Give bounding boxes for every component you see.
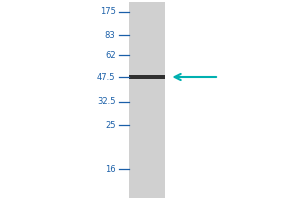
Text: 25: 25 xyxy=(105,120,116,130)
Bar xyxy=(129,75,165,79)
Text: 62: 62 xyxy=(105,50,116,60)
Text: 32.5: 32.5 xyxy=(97,98,116,106)
Bar xyxy=(129,2,165,198)
Text: 175: 175 xyxy=(100,7,116,17)
Text: 16: 16 xyxy=(105,164,116,173)
Text: 47.5: 47.5 xyxy=(97,72,116,82)
Text: 83: 83 xyxy=(105,30,116,40)
